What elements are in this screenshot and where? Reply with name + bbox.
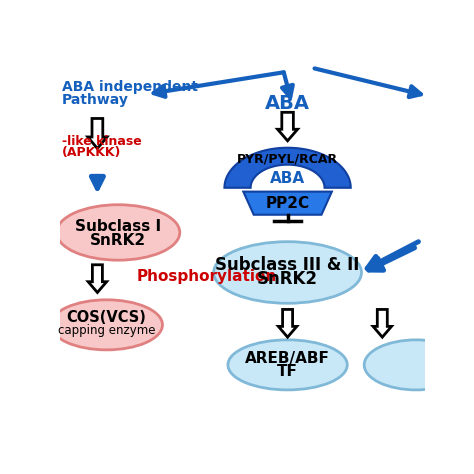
Text: (APKKK): (APKKK) — [62, 146, 121, 158]
Text: AREB/ABF: AREB/ABF — [245, 351, 330, 366]
Ellipse shape — [364, 340, 468, 390]
Text: Subclass III & II: Subclass III & II — [215, 256, 360, 274]
Text: ABA: ABA — [270, 171, 305, 186]
Polygon shape — [243, 191, 332, 215]
Text: ABA: ABA — [265, 93, 310, 113]
Polygon shape — [225, 148, 351, 188]
Text: ABA independent: ABA independent — [62, 80, 198, 94]
Text: PP2C: PP2C — [265, 196, 310, 210]
Text: SnRK2: SnRK2 — [257, 270, 318, 288]
Polygon shape — [278, 112, 298, 141]
Text: Pathway: Pathway — [62, 93, 129, 107]
Polygon shape — [88, 118, 107, 148]
Text: TF: TF — [277, 364, 298, 379]
Text: Subclass I: Subclass I — [75, 219, 161, 234]
Text: Phosphorylation: Phosphorylation — [137, 269, 277, 284]
Text: PYR/PYL/RCAR: PYR/PYL/RCAR — [237, 152, 338, 165]
Ellipse shape — [214, 242, 362, 303]
Text: COS(VCS): COS(VCS) — [67, 310, 146, 326]
Polygon shape — [373, 310, 392, 337]
Polygon shape — [278, 310, 297, 337]
Text: -like kinase: -like kinase — [62, 135, 142, 148]
Text: capping enzyme: capping enzyme — [58, 324, 155, 337]
Text: SnRK2: SnRK2 — [90, 233, 146, 247]
Ellipse shape — [228, 340, 347, 390]
Ellipse shape — [56, 205, 180, 260]
Polygon shape — [88, 265, 107, 292]
Ellipse shape — [51, 300, 163, 350]
